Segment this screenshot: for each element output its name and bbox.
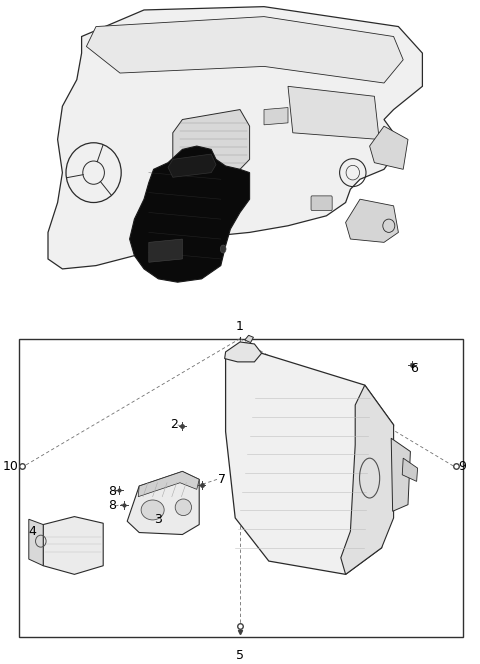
Text: 7: 7: [218, 473, 227, 486]
Polygon shape: [168, 154, 216, 177]
Polygon shape: [127, 471, 199, 535]
Polygon shape: [43, 517, 103, 574]
Polygon shape: [138, 471, 199, 497]
FancyBboxPatch shape: [19, 339, 463, 637]
Polygon shape: [149, 239, 182, 262]
FancyBboxPatch shape: [311, 196, 332, 210]
Text: 6: 6: [410, 362, 418, 375]
Ellipse shape: [175, 499, 192, 515]
Polygon shape: [225, 342, 262, 362]
Polygon shape: [48, 7, 422, 269]
Polygon shape: [29, 519, 43, 566]
Polygon shape: [226, 353, 394, 574]
Polygon shape: [288, 86, 379, 139]
Polygon shape: [245, 335, 253, 343]
Ellipse shape: [141, 500, 164, 520]
Text: 5: 5: [236, 649, 244, 663]
Text: 10: 10: [2, 459, 18, 473]
Text: 3: 3: [155, 513, 162, 526]
Polygon shape: [86, 17, 403, 83]
Text: 1: 1: [236, 320, 244, 333]
Polygon shape: [346, 199, 398, 242]
Polygon shape: [370, 126, 408, 169]
Polygon shape: [264, 108, 288, 125]
Text: 2: 2: [170, 418, 178, 432]
Text: 8: 8: [108, 485, 117, 498]
Polygon shape: [173, 110, 250, 179]
Polygon shape: [402, 458, 418, 481]
Ellipse shape: [220, 245, 226, 253]
Polygon shape: [391, 438, 410, 511]
Text: 4: 4: [28, 525, 36, 538]
Text: 8: 8: [108, 499, 117, 513]
Polygon shape: [130, 146, 250, 282]
Polygon shape: [341, 385, 394, 574]
Text: 9: 9: [458, 459, 466, 473]
